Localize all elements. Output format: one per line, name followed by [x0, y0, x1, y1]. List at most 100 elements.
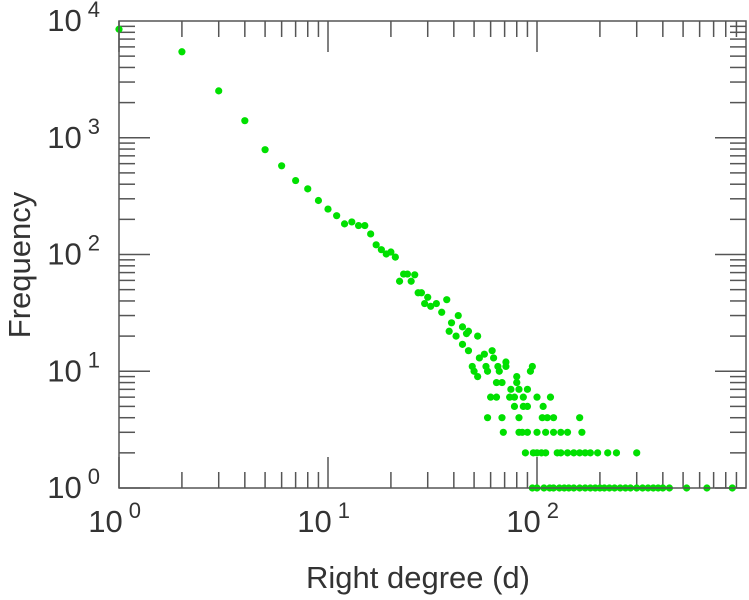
data-point [490, 354, 498, 362]
data-point [470, 367, 478, 375]
data-point [510, 402, 519, 410]
data-point [443, 296, 451, 304]
data-point [447, 319, 456, 327]
data-point [570, 449, 578, 457]
y-tick-label: 10 0 [47, 464, 100, 505]
x-axis-label: Right degree (d) [306, 560, 530, 595]
data-point [361, 221, 369, 230]
data-point [324, 205, 332, 213]
data-point [395, 277, 404, 285]
y-tick-label: 10 3 [47, 114, 100, 155]
data-point [348, 218, 356, 226]
data-point [612, 449, 621, 457]
data-point [474, 372, 482, 381]
tick-labels: 10 0 10 1 10 2 10 3 10 4 10 0 10 1 10 2 [47, 0, 559, 539]
data-point [510, 393, 519, 401]
data-point [464, 327, 473, 335]
data-point [515, 414, 523, 422]
y-axis-label: Frequency [2, 191, 37, 338]
data-point [458, 323, 467, 331]
data-point [483, 367, 492, 375]
data-point [523, 428, 532, 436]
data-point [495, 367, 503, 375]
y-tick-label: 10 2 [47, 231, 100, 272]
data-point [507, 385, 515, 393]
data-point [215, 87, 223, 95]
y-tick-label: 10 1 [47, 347, 100, 388]
data-point [549, 428, 558, 436]
data-point [387, 248, 395, 256]
data-point [521, 449, 529, 457]
data-point [474, 332, 482, 340]
data-point [513, 372, 521, 381]
data-point [483, 414, 492, 422]
data-point [492, 393, 501, 401]
data-point [515, 385, 523, 393]
data-point [417, 289, 426, 297]
data-point [542, 428, 550, 436]
data-point [304, 185, 312, 193]
data-point [354, 221, 363, 230]
data-point [427, 302, 435, 310]
data-point [445, 327, 453, 335]
data-point [314, 196, 323, 205]
data-point [464, 347, 473, 355]
data-point [367, 230, 375, 238]
data-point [546, 393, 555, 401]
x-tick-label: 10 2 [506, 498, 559, 539]
data-point [403, 270, 412, 278]
data-point [594, 449, 602, 457]
data-point [488, 347, 496, 355]
data-point [557, 428, 565, 436]
x-tick-label: 10 0 [88, 498, 141, 539]
data-point [557, 449, 565, 457]
data-point [261, 146, 269, 154]
data-point [576, 414, 584, 422]
data-point [502, 362, 510, 371]
data-point [633, 449, 641, 457]
data-point [452, 332, 460, 340]
x-tick-label: 10 1 [297, 498, 350, 539]
data-point [454, 311, 462, 320]
data-point [411, 271, 419, 279]
data-point [519, 393, 527, 401]
data-point [604, 449, 612, 457]
data-point [333, 212, 341, 220]
data-point [586, 449, 594, 457]
data-point [458, 340, 467, 348]
plot-frame [118, 20, 747, 489]
data-point [278, 162, 286, 170]
data-point [292, 176, 300, 185]
data-point [533, 393, 541, 401]
data-point [475, 354, 483, 362]
data-point [492, 378, 501, 387]
data-point [518, 428, 526, 436]
data-point [543, 414, 551, 422]
data-point [421, 299, 429, 308]
data-point [578, 428, 586, 436]
data-point [528, 362, 536, 371]
data-point [523, 402, 532, 410]
data-point [581, 449, 589, 457]
data-point [432, 299, 440, 308]
data-point [372, 241, 380, 249]
data-point [487, 393, 495, 401]
data-point [480, 350, 488, 358]
data-point [542, 449, 550, 457]
data-point [498, 414, 506, 422]
data-point [563, 449, 572, 457]
data-point [533, 428, 541, 436]
data-points [115, 25, 736, 492]
data-point [498, 378, 506, 387]
data-point [178, 48, 186, 56]
data-point [523, 385, 532, 393]
axis-ticks [118, 21, 746, 489]
y-tick-label: 10 4 [47, 0, 100, 38]
data-point [539, 402, 547, 410]
data-point [499, 428, 507, 436]
data-point [340, 220, 349, 228]
data-point [576, 449, 584, 457]
data-point [538, 414, 546, 422]
data-point [407, 277, 415, 285]
